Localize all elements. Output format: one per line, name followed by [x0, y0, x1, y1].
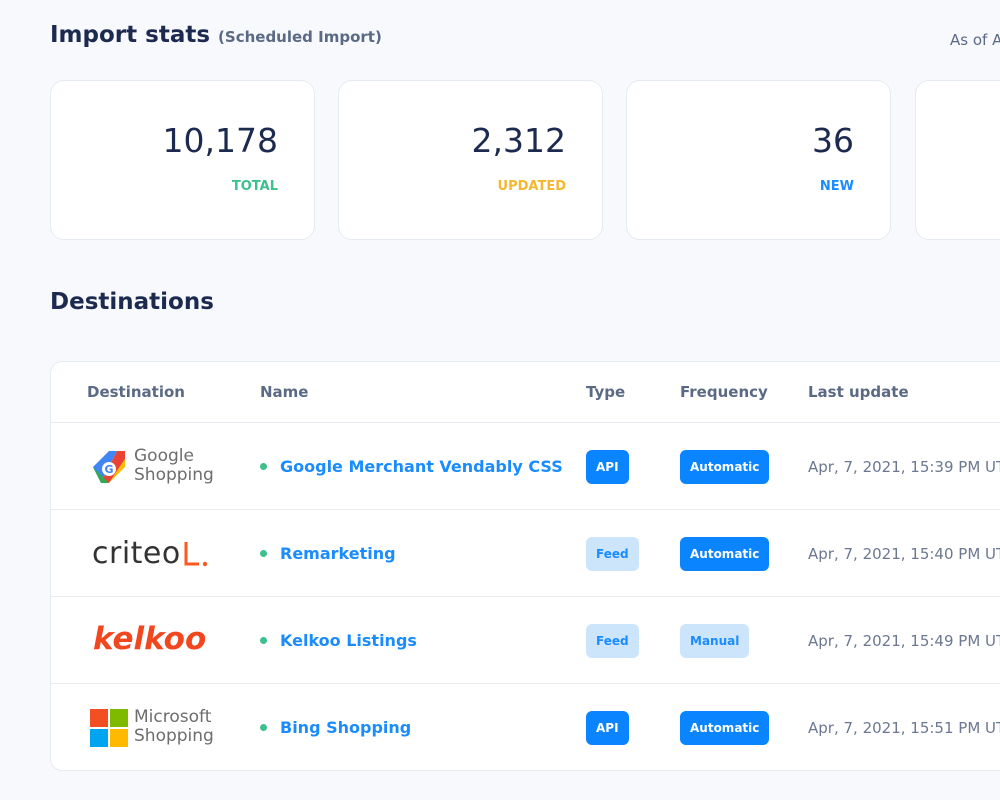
status-dot: [260, 463, 267, 470]
as-of: As of A: [950, 31, 1000, 49]
google-icon: G: [93, 451, 125, 483]
column-header: Destination: [87, 383, 185, 401]
logo-line: Google: [134, 446, 194, 466]
table-row: kelkoo Kelkoo Listings Feed Manual Apr, …: [51, 596, 1000, 684]
destination-link[interactable]: Remarketing: [280, 544, 396, 563]
stat-value: 10,178: [162, 121, 278, 160]
type-badge: API: [586, 710, 629, 745]
destination-link[interactable]: Google Merchant Vendably CSS: [280, 457, 563, 476]
stat-card: [915, 80, 1000, 240]
stat-label: TOTAL: [231, 179, 278, 194]
type-badge: Feed: [586, 536, 639, 571]
frequency-badge: Manual: [680, 623, 750, 658]
title-text: Import stats: [50, 22, 211, 48]
logo-text: kelkoo: [93, 621, 207, 657]
subtitle: (Scheduled Import): [218, 28, 382, 46]
logo-text: Microsoft Shopping: [134, 708, 214, 746]
destinations-table: Destination Name Type Frequency Last upd…: [50, 361, 1000, 771]
last-update: Apr, 7, 2021, 15:39 PM UT: [808, 457, 1000, 476]
criteo-mark: [184, 542, 208, 567]
status-dot: [260, 550, 267, 557]
destination-link[interactable]: Bing Shopping: [280, 718, 412, 737]
section-title: Destinations: [50, 289, 214, 315]
stat-label: UPDATED: [497, 179, 566, 194]
stat-card: 10,178 TOTAL: [50, 80, 315, 240]
column-header: Name: [260, 383, 309, 401]
title: Import stats (Scheduled Import): [50, 22, 382, 48]
status-dot: [260, 724, 267, 731]
stat-card: 36 NEW: [626, 80, 891, 240]
logo-line: Microsoft: [134, 707, 212, 727]
last-update: Apr, 7, 2021, 15:40 PM UT: [808, 544, 1000, 563]
status-dot: [260, 637, 267, 644]
column-header: Last update: [808, 383, 909, 401]
stat-value: 36: [812, 121, 854, 160]
table-row: G Google Shopping Google Merchant Vendabl…: [51, 422, 1000, 510]
svg-text:G: G: [104, 463, 113, 476]
last-update: Apr, 7, 2021, 15:49 PM UT: [808, 631, 1000, 650]
type-badge: Feed: [586, 623, 639, 658]
last-update: Apr, 7, 2021, 15:51 PM UT: [808, 718, 1000, 737]
frequency-badge: Automatic: [680, 449, 770, 484]
logo-text: Google Shopping: [134, 447, 214, 485]
type-badge: API: [586, 449, 629, 484]
frequency-badge: Automatic: [680, 536, 770, 571]
column-header: Type: [586, 383, 626, 401]
destination-link[interactable]: Kelkoo Listings: [280, 631, 417, 650]
logo-line: Shopping: [134, 726, 214, 746]
microsoft-icon: [90, 709, 128, 747]
logo-line: Shopping: [134, 465, 214, 485]
table-row: criteo Remarketing Feed Automatic Apr, 7…: [51, 509, 1000, 597]
stat-card: 2,312 UPDATED: [338, 80, 603, 240]
stat-value: 2,312: [471, 121, 566, 160]
table-row: Microsoft Shopping Bing Shopping API Auto…: [51, 683, 1000, 770]
column-header: Frequency: [680, 383, 768, 401]
frequency-badge: Automatic: [680, 710, 770, 745]
logo-text: criteo: [92, 536, 181, 571]
stat-label: NEW: [819, 179, 854, 194]
